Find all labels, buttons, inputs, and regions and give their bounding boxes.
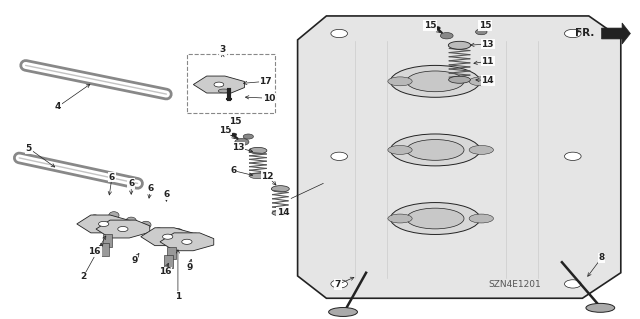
Ellipse shape (271, 186, 289, 192)
Circle shape (440, 33, 453, 39)
Ellipse shape (173, 228, 183, 236)
Circle shape (230, 133, 237, 136)
Ellipse shape (329, 308, 358, 316)
Circle shape (243, 134, 253, 139)
Text: 12: 12 (261, 172, 274, 181)
Ellipse shape (469, 145, 493, 154)
Text: 6: 6 (128, 179, 134, 188)
Circle shape (214, 82, 224, 87)
Text: 6: 6 (147, 184, 154, 193)
Ellipse shape (406, 139, 464, 160)
Ellipse shape (201, 236, 211, 244)
Circle shape (564, 29, 581, 38)
Text: 13: 13 (481, 40, 494, 48)
Ellipse shape (449, 76, 470, 83)
Circle shape (163, 234, 173, 239)
Text: 6: 6 (230, 166, 237, 175)
Text: 10: 10 (262, 94, 275, 103)
Circle shape (564, 280, 581, 288)
Circle shape (331, 152, 348, 160)
Text: FR.: FR. (575, 28, 594, 39)
Ellipse shape (154, 228, 164, 235)
Polygon shape (96, 220, 150, 238)
Ellipse shape (388, 214, 412, 223)
Text: 16: 16 (159, 267, 172, 276)
Bar (164, 255, 173, 268)
Ellipse shape (388, 77, 412, 86)
Text: SZN4E1201: SZN4E1201 (489, 280, 541, 289)
Ellipse shape (109, 212, 119, 219)
Circle shape (235, 138, 249, 145)
Text: 2: 2 (80, 272, 86, 281)
Polygon shape (298, 16, 621, 298)
Ellipse shape (249, 147, 267, 154)
Text: 5: 5 (26, 144, 32, 153)
Ellipse shape (90, 215, 100, 222)
Ellipse shape (190, 233, 200, 241)
Circle shape (434, 26, 440, 30)
Text: 15: 15 (479, 21, 492, 30)
Ellipse shape (141, 221, 151, 228)
Ellipse shape (126, 217, 136, 225)
Ellipse shape (272, 211, 289, 216)
Circle shape (99, 221, 109, 226)
Ellipse shape (218, 89, 230, 93)
Bar (100, 243, 109, 256)
FancyBboxPatch shape (187, 54, 275, 113)
Text: 9: 9 (131, 256, 138, 265)
Text: 7: 7 (335, 280, 341, 289)
Text: 11: 11 (481, 57, 494, 66)
Text: 16: 16 (88, 247, 101, 256)
Text: 9: 9 (186, 263, 193, 272)
Bar (167, 247, 176, 259)
Text: 13: 13 (232, 143, 244, 152)
Bar (103, 234, 112, 247)
Text: 3: 3 (220, 45, 226, 54)
Text: 1: 1 (175, 292, 181, 300)
Circle shape (331, 29, 348, 38)
Text: 15: 15 (424, 21, 436, 30)
Circle shape (476, 29, 487, 35)
Polygon shape (193, 76, 244, 93)
Text: 15: 15 (229, 117, 242, 126)
Ellipse shape (586, 303, 614, 312)
Circle shape (182, 239, 192, 244)
Polygon shape (602, 23, 630, 44)
Ellipse shape (250, 174, 266, 179)
Text: 14: 14 (481, 76, 494, 85)
Ellipse shape (390, 65, 480, 97)
Circle shape (331, 280, 348, 288)
Polygon shape (141, 228, 195, 246)
Ellipse shape (390, 203, 480, 234)
Text: 6: 6 (163, 190, 170, 199)
Ellipse shape (388, 145, 412, 154)
Text: 4: 4 (54, 102, 61, 111)
Text: 14: 14 (276, 208, 289, 217)
Ellipse shape (390, 134, 480, 166)
Ellipse shape (469, 77, 493, 86)
Text: 15: 15 (219, 126, 232, 135)
Circle shape (118, 226, 128, 232)
Polygon shape (160, 233, 214, 251)
Text: 8: 8 (598, 253, 605, 262)
Circle shape (564, 152, 581, 160)
Ellipse shape (469, 214, 493, 223)
Polygon shape (77, 215, 131, 233)
Ellipse shape (406, 208, 464, 229)
Ellipse shape (406, 71, 464, 92)
Text: 6: 6 (109, 173, 115, 182)
Ellipse shape (448, 41, 471, 49)
Text: 17: 17 (259, 77, 272, 86)
